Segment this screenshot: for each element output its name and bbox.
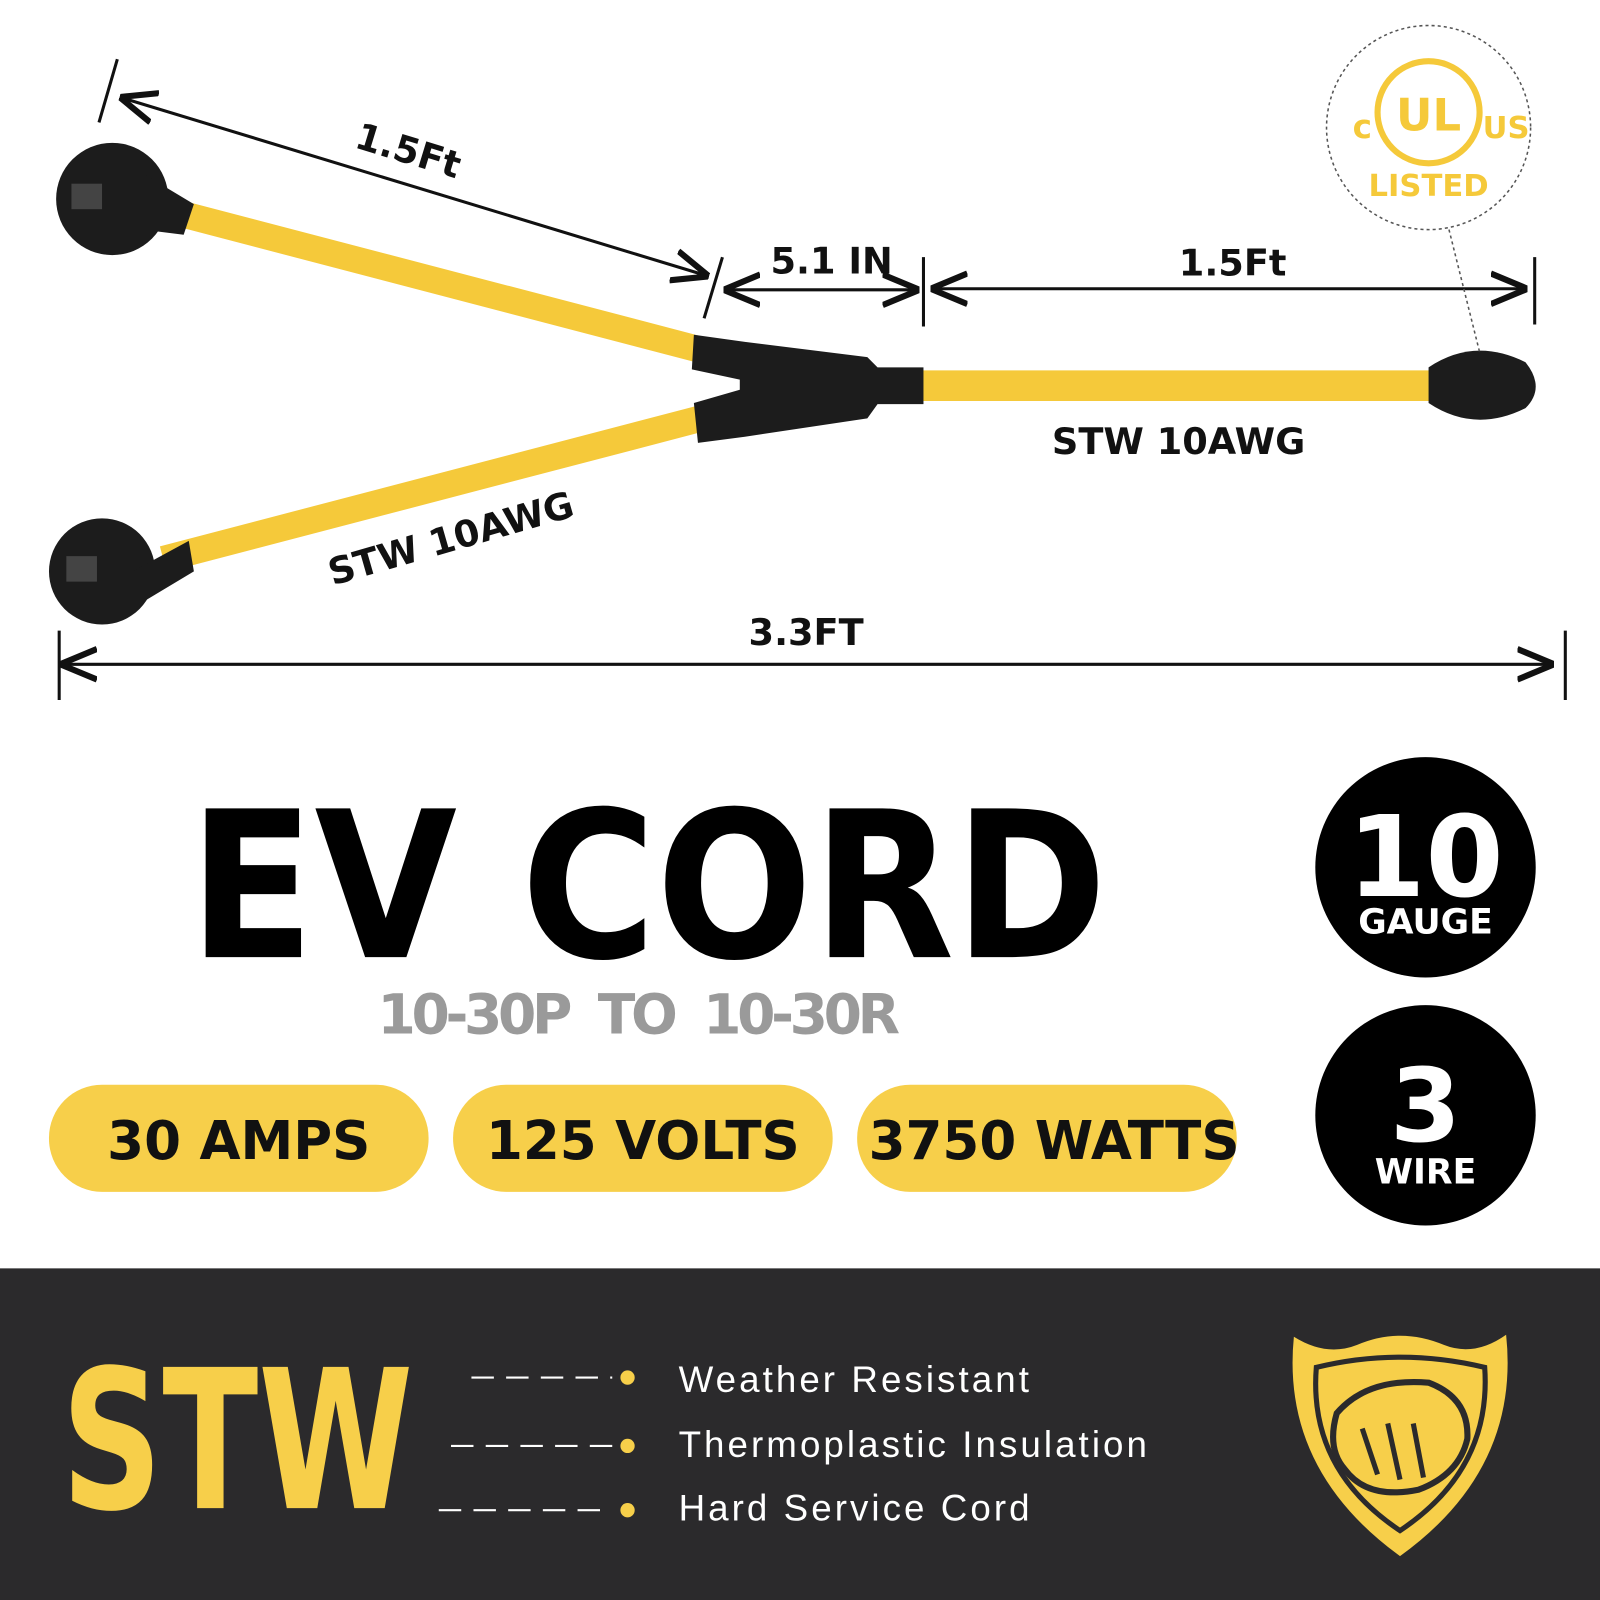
ratings: 30 AMPS 125 VOLTS 3750 WATTS	[48, 1084, 1240, 1192]
badges: 10 GAUGE 3 WIRE	[1315, 757, 1536, 1226]
feature-dots	[620, 1370, 635, 1518]
shield-icon	[1292, 1334, 1508, 1557]
ul-text: c	[1353, 108, 1372, 146]
badge-label: GAUGE	[1358, 903, 1493, 943]
rating-pill	[857, 1084, 1237, 1192]
ul-text: US	[1483, 111, 1530, 146]
badge-number: 3	[1390, 1047, 1461, 1166]
title: EV CORD	[189, 769, 1107, 1006]
dimension-label: 1.5Ft	[1179, 242, 1287, 285]
rating-pill	[453, 1084, 833, 1192]
badge-label: WIRE	[1375, 1153, 1477, 1193]
subtitle: 10-30P TO 10-30R	[378, 983, 900, 1047]
feature-bullets	[438, 1376, 613, 1512]
cable-label: STW 10AWG	[1052, 420, 1305, 463]
ul-text: LISTED	[1369, 169, 1489, 204]
dimension-label: 1.5Ft	[350, 114, 466, 187]
badge-number: 10	[1347, 793, 1503, 923]
rating-text: 3750 WATTS	[869, 1110, 1240, 1172]
feature: Hard Service Cord	[679, 1487, 1033, 1528]
feature: Weather Resistant	[679, 1359, 1032, 1400]
rating-text: 125 VOLTS	[486, 1110, 800, 1172]
feature: Thermoplastic Insulation	[679, 1424, 1150, 1465]
ul-logo: c UL US LISTED	[1325, 24, 1532, 353]
dimension-lines	[57, 58, 1567, 700]
ul-text: UL	[1396, 89, 1461, 142]
rating-pill	[48, 1084, 429, 1192]
cord-drawing	[48, 142, 1536, 625]
dimension-label: 3.3FT	[749, 611, 864, 654]
footer-title: STW	[61, 1328, 413, 1554]
dimension-label: 5.1 IN	[771, 239, 893, 282]
rating-text: 30 AMPS	[107, 1110, 370, 1172]
